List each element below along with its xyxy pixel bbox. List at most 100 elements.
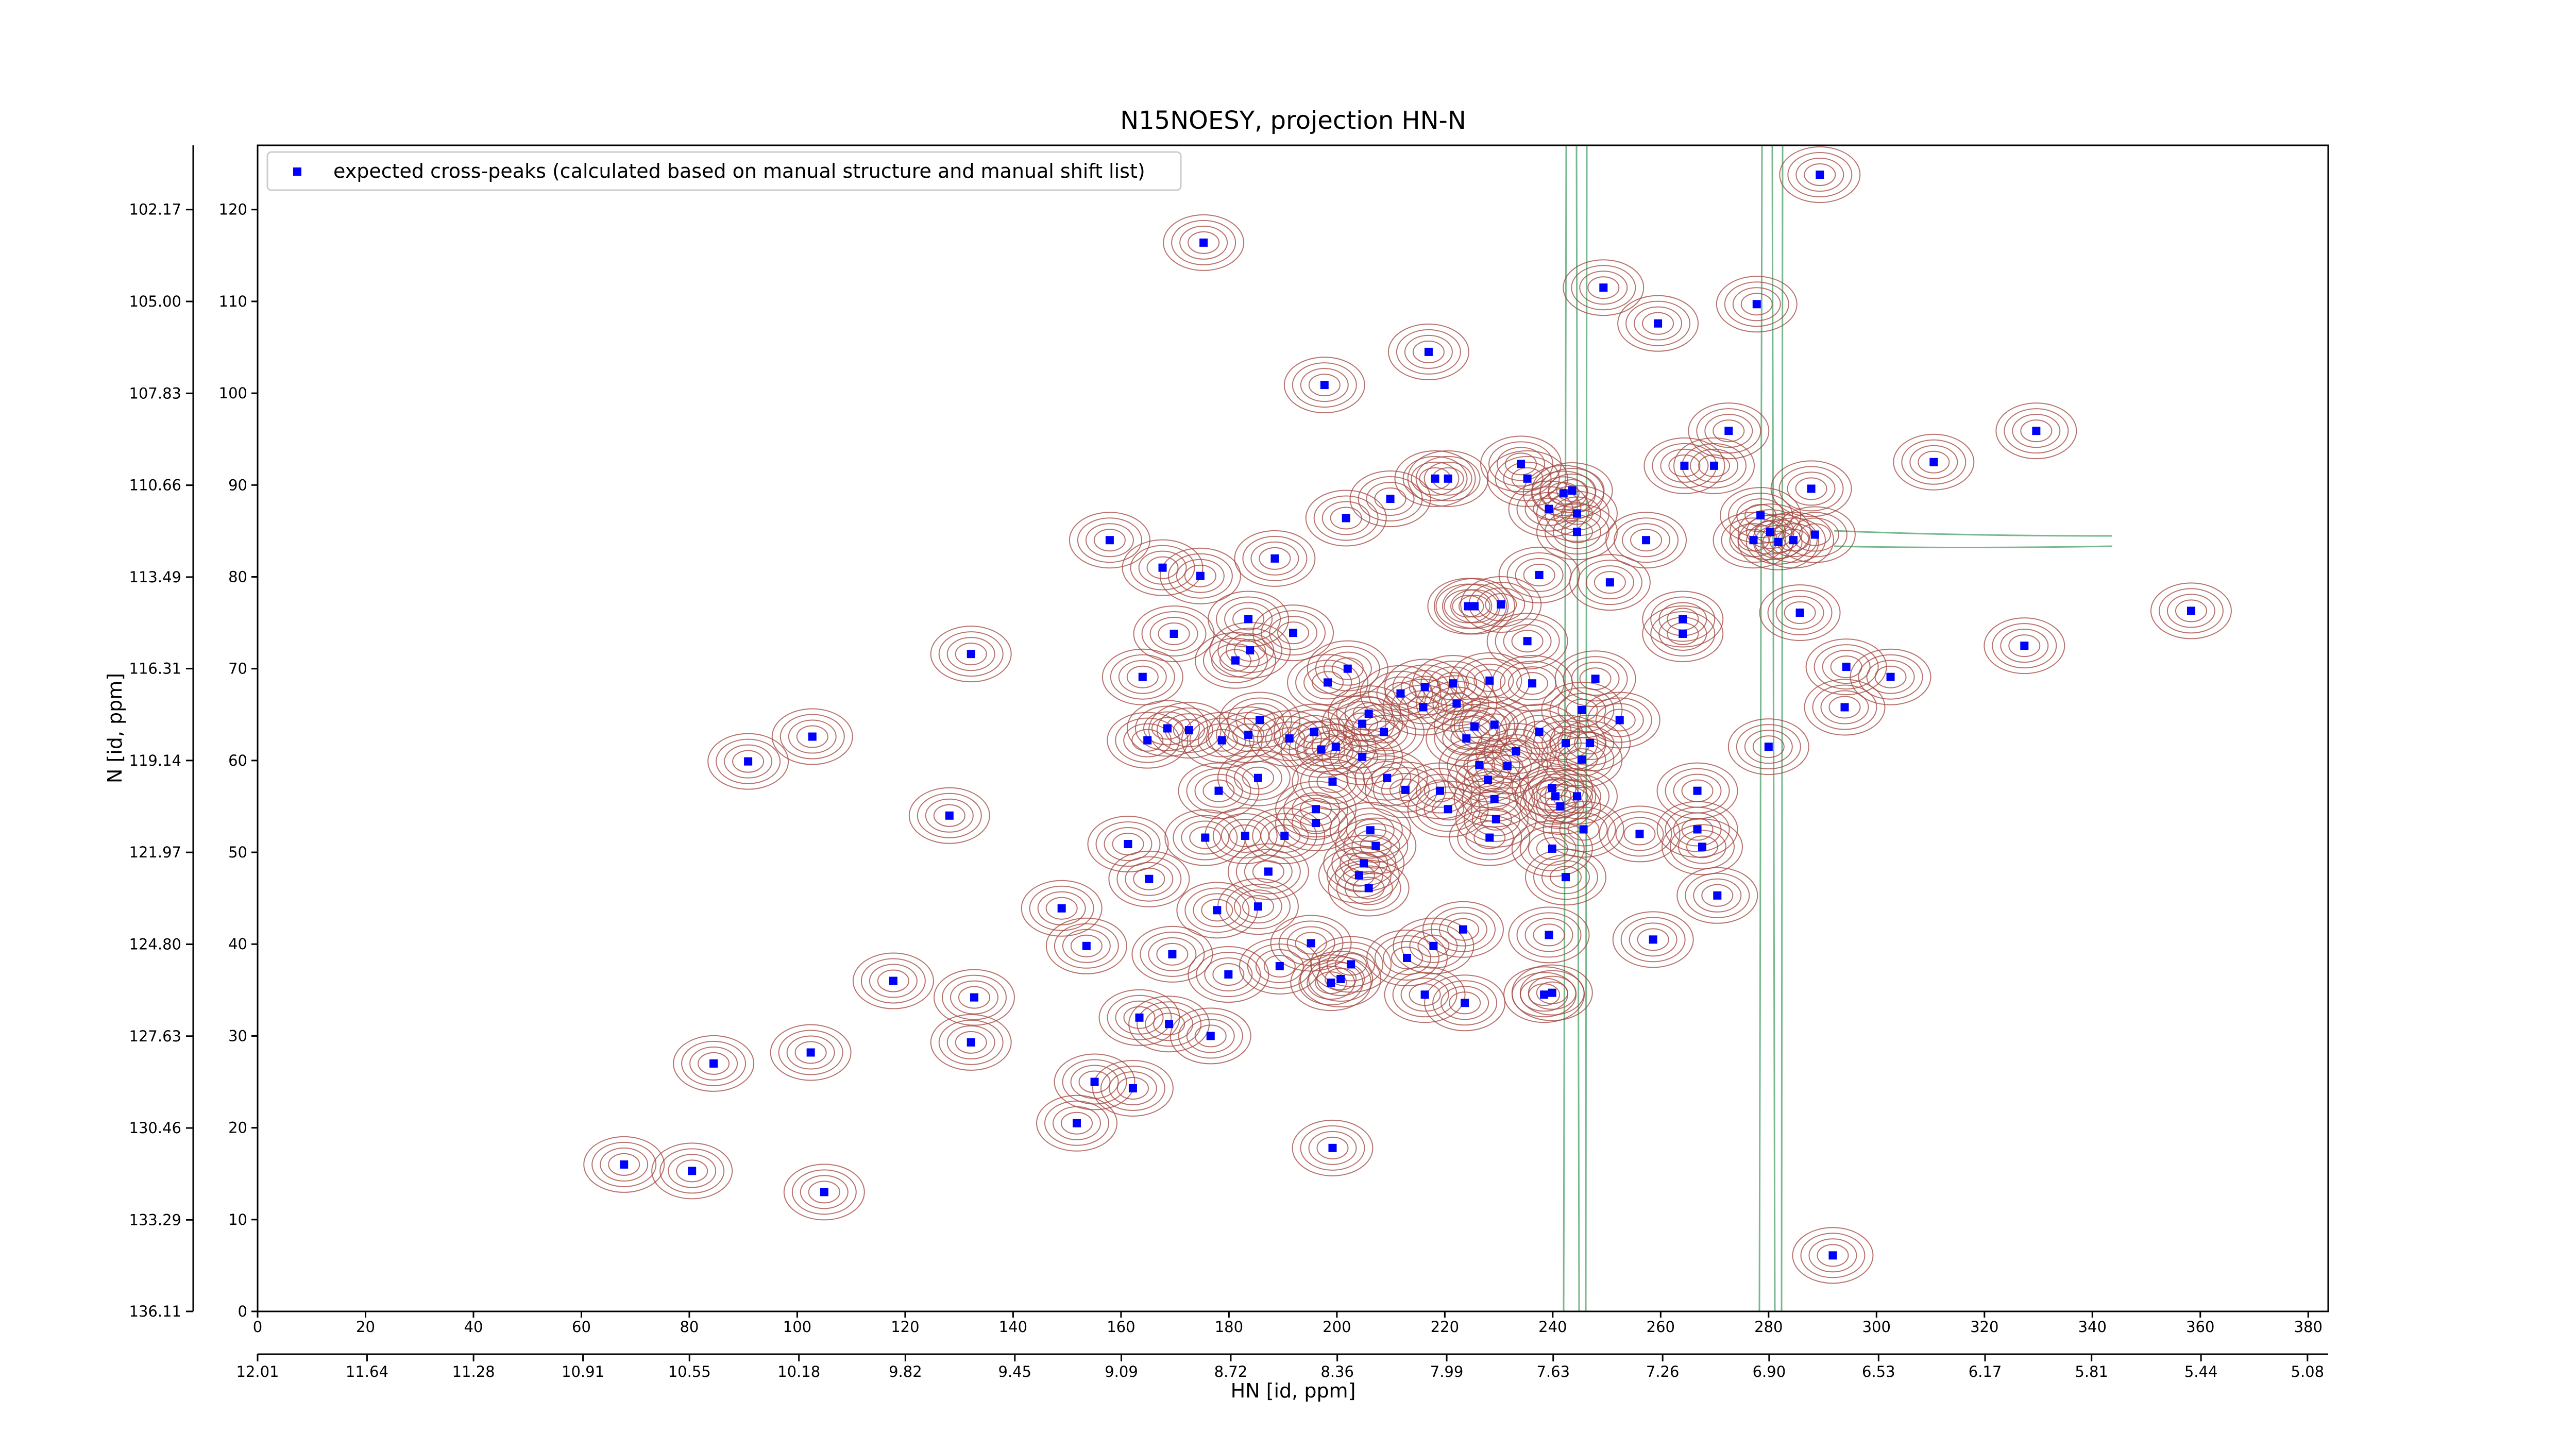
cross-peak bbox=[709, 1059, 718, 1068]
contour bbox=[1212, 963, 1245, 986]
contour bbox=[1263, 955, 1296, 978]
contour bbox=[1225, 884, 1291, 930]
contour bbox=[1131, 729, 1164, 752]
contour bbox=[1629, 922, 1677, 957]
contour bbox=[1226, 633, 1275, 668]
x-tick-label: 300 bbox=[1862, 1318, 1891, 1336]
contour bbox=[1125, 862, 1174, 896]
contour bbox=[1336, 690, 1401, 736]
contour bbox=[1107, 712, 1189, 769]
cross-peak bbox=[820, 1188, 828, 1197]
cross-peak bbox=[1090, 1077, 1099, 1086]
contour bbox=[1511, 630, 1544, 653]
cross-peak bbox=[1680, 461, 1689, 470]
y-tick-label: 120 bbox=[219, 201, 247, 218]
cross-peak bbox=[806, 1048, 815, 1057]
cross-peak bbox=[1327, 979, 1335, 987]
contour bbox=[1108, 1071, 1157, 1106]
x2-tick-label: 5.44 bbox=[2184, 1363, 2218, 1380]
contour bbox=[869, 964, 918, 998]
x-tick-label: 280 bbox=[1754, 1318, 1783, 1336]
y2-tick-label: 121.97 bbox=[129, 844, 181, 861]
contour bbox=[1242, 535, 1308, 581]
contour bbox=[1511, 964, 1593, 1021]
contour bbox=[1607, 811, 1672, 857]
contour bbox=[1098, 989, 1180, 1046]
cross-peak bbox=[1256, 716, 1264, 724]
contour bbox=[1346, 745, 1379, 768]
x2-tick-label: 5.81 bbox=[2075, 1363, 2108, 1380]
cross-peak bbox=[1679, 615, 1687, 624]
contour bbox=[1344, 871, 1393, 905]
contour bbox=[1054, 1053, 1136, 1110]
y-tick-label: 20 bbox=[228, 1119, 247, 1137]
contour bbox=[791, 1169, 857, 1215]
contour bbox=[1415, 773, 1464, 808]
contour bbox=[1650, 611, 1716, 656]
cross-peak bbox=[1358, 719, 1367, 728]
contour bbox=[1605, 512, 1687, 569]
contour bbox=[1173, 719, 1205, 742]
x-axis-label: HN [id, ppm] bbox=[1231, 1379, 1356, 1402]
cross-peak bbox=[1545, 504, 1553, 513]
cross-peak bbox=[1383, 773, 1392, 782]
contour bbox=[1227, 843, 1309, 900]
contour bbox=[1704, 414, 1753, 448]
cross-peak bbox=[1366, 826, 1375, 835]
contour bbox=[716, 738, 781, 784]
contour bbox=[1308, 956, 1374, 1002]
cross-peak bbox=[1929, 458, 1938, 466]
cross-peak bbox=[1201, 833, 1210, 842]
contour bbox=[1874, 665, 1907, 688]
contour bbox=[1409, 929, 1458, 963]
cross-peak bbox=[1379, 728, 1388, 736]
cross-peak bbox=[808, 732, 817, 741]
contour bbox=[1275, 781, 1357, 838]
contour bbox=[1366, 482, 1415, 516]
y-axis-label: N [id, ppm] bbox=[104, 673, 126, 783]
contour bbox=[1415, 456, 1481, 501]
contour bbox=[1186, 768, 1251, 814]
contour bbox=[1384, 966, 1466, 1023]
contour bbox=[1795, 158, 1844, 192]
contour bbox=[1062, 1059, 1127, 1105]
contour bbox=[1808, 1238, 1857, 1273]
cross-peak bbox=[1497, 600, 1505, 609]
contour bbox=[1515, 558, 1564, 592]
cross-peak bbox=[1184, 726, 1193, 735]
contour bbox=[1202, 779, 1235, 802]
cross-peak bbox=[1635, 830, 1644, 838]
contour bbox=[1623, 822, 1656, 846]
contour bbox=[1217, 749, 1299, 806]
cross-peak bbox=[1435, 786, 1444, 795]
contour bbox=[1290, 715, 1338, 749]
cross-peak bbox=[1599, 283, 1608, 292]
contour bbox=[1328, 685, 1410, 742]
x-tick-label: 360 bbox=[2186, 1318, 2214, 1336]
contour bbox=[1167, 553, 1233, 599]
contour bbox=[1539, 467, 1605, 513]
contour bbox=[1782, 512, 1848, 558]
cross-peak bbox=[1591, 675, 1600, 683]
contour bbox=[1511, 820, 1593, 877]
contour bbox=[860, 958, 926, 1004]
contour bbox=[1544, 795, 1577, 818]
cross-peak bbox=[1561, 739, 1570, 748]
contour bbox=[1158, 622, 1190, 645]
cross-peak bbox=[1158, 563, 1167, 572]
contour bbox=[1095, 821, 1161, 867]
contour bbox=[1170, 1007, 1251, 1065]
contour bbox=[1194, 632, 1276, 689]
contour bbox=[1690, 448, 1739, 483]
contour bbox=[1116, 856, 1182, 902]
contour bbox=[2175, 599, 2207, 622]
contour bbox=[933, 969, 1015, 1026]
contour bbox=[1383, 940, 1432, 975]
contour bbox=[1138, 550, 1187, 585]
contour bbox=[1354, 755, 1420, 801]
cross-peak bbox=[1206, 1032, 1215, 1040]
contour bbox=[1351, 829, 1400, 863]
cross-peak bbox=[1328, 1143, 1337, 1152]
contour bbox=[1685, 872, 1750, 918]
contour bbox=[1713, 419, 1745, 443]
